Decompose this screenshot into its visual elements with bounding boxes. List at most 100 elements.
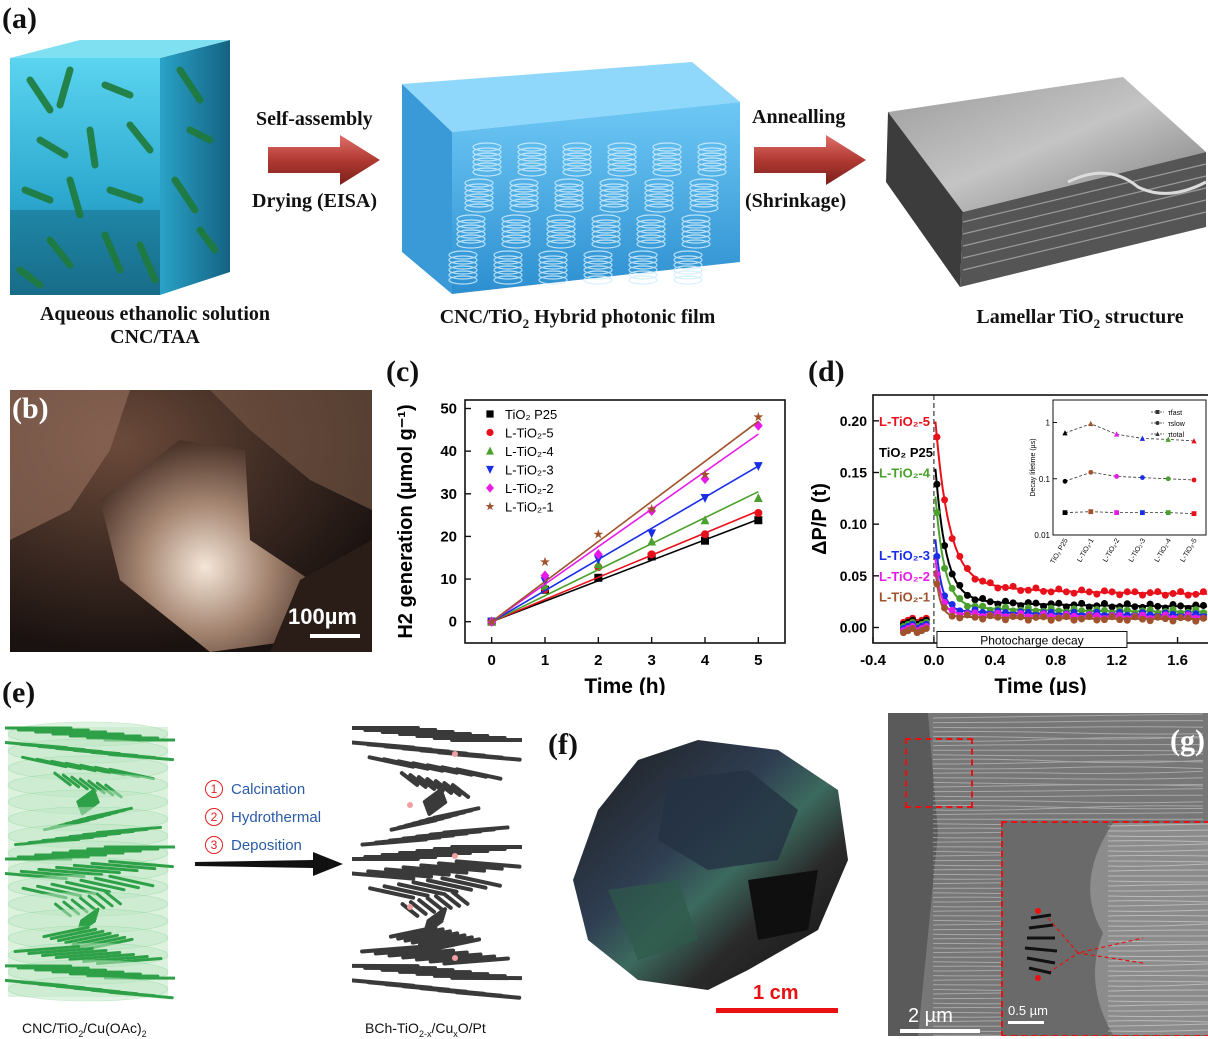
decay-point (933, 509, 940, 516)
inset-y-tick-label: 0.1 (1039, 475, 1051, 484)
sem-selection-box (905, 738, 973, 808)
y-tick-label: 0.05 (840, 568, 867, 584)
data-point (647, 529, 656, 538)
decay-point (979, 603, 986, 610)
x-tick-label: 0.0 (923, 652, 944, 669)
series-label: L-TiO₂-2 (879, 569, 930, 584)
decay-point (979, 578, 986, 585)
caption-solution: Aqueous ethanolic solution CNC/TAA (20, 303, 290, 349)
caption-lamellar-pre: Lamellar TiO (976, 306, 1093, 328)
panel-label-c: (c) (386, 355, 419, 389)
decay-point (1162, 615, 1169, 622)
decay-point (1154, 603, 1161, 610)
decay-point (1048, 617, 1055, 624)
panel-label-b: (b) (12, 392, 49, 426)
x-tick-label: 1.6 (1167, 652, 1188, 669)
y-tick-label: 0.15 (840, 465, 867, 481)
decay-point (941, 605, 948, 612)
x-tick-label: 4 (701, 652, 710, 669)
x-tick-label: 0 (487, 652, 495, 669)
decay-point (956, 614, 963, 621)
data-point (540, 557, 550, 566)
scale-bar-b-label: 100µm (288, 604, 357, 630)
process-arrow (195, 852, 345, 876)
decay-point (1055, 615, 1062, 622)
cnc-taa-solution-cube (10, 40, 240, 300)
decay-point (1025, 587, 1032, 594)
optical-micrograph: 100µm (10, 390, 372, 652)
decay-point (1010, 613, 1017, 620)
decay-point (956, 553, 963, 560)
inset-data-point (1140, 475, 1145, 480)
lamellar-tio2-structure (868, 72, 1208, 292)
decay-point (1192, 618, 1199, 625)
decay-point (1017, 587, 1024, 594)
decay-point (933, 434, 940, 441)
decay-point (979, 595, 986, 602)
fit-line (492, 519, 759, 621)
inset-data-point (1088, 509, 1093, 514)
decay-point (1002, 616, 1009, 623)
decay-point (987, 579, 994, 586)
legend-marker (486, 447, 494, 455)
inset-data-point (1114, 474, 1119, 479)
series-label: L-TiO₂-4 (879, 466, 931, 481)
caption-hybrid-film-pre: CNC/TiO (440, 306, 523, 328)
decay-point (972, 576, 979, 583)
decay-point (964, 603, 971, 610)
scale-bar-f-label: 1 cm (753, 982, 799, 1005)
decay-point (1177, 588, 1184, 595)
decay-point (1131, 603, 1138, 610)
decay-point (1101, 616, 1108, 623)
y-tick-label: 40 (440, 443, 457, 460)
inset-category-label: L-TiO₂-2 (1102, 537, 1121, 563)
inset-category-label: L-TiO₂-1 (1076, 537, 1095, 563)
decay-point (987, 598, 994, 605)
helix-ring (674, 271, 702, 279)
inset-data-point (1114, 510, 1119, 515)
helix-ring (674, 276, 702, 284)
inset-data-point (1063, 510, 1068, 515)
legend-label: L-TiO₂-1 (505, 500, 554, 515)
decay-point (1040, 613, 1047, 620)
decay-point (1086, 613, 1093, 620)
inset-y-axis-label: Decay lifetime (µs) (1030, 438, 1037, 496)
y-tick-label: 30 (440, 486, 457, 503)
decay-point (1177, 602, 1184, 609)
x-tick-label: 0.8 (1045, 652, 1066, 669)
arrow1-bottom-label: Drying (EISA) (252, 190, 377, 213)
cnc-tio2-cu-cylinder (5, 712, 175, 1012)
y-tick-label: 20 (440, 528, 457, 545)
hybrid-photonic-film-block (392, 62, 742, 297)
decay-point (1055, 600, 1062, 607)
decay-point (1032, 600, 1039, 607)
inset-legend-label: τfast (1168, 410, 1182, 417)
decay-point (1139, 592, 1146, 599)
decay-point (949, 613, 956, 620)
data-point (754, 462, 763, 471)
series-label: TiO₂ P25 (879, 445, 933, 460)
data-point (593, 529, 603, 538)
caption-hybrid-film-post: Hybrid photonic film (529, 306, 715, 328)
sem-image: 0.5 µm 2 µm (888, 713, 1208, 1036)
panel-label-g: (g) (1170, 724, 1205, 758)
decay-point (1086, 588, 1093, 595)
inset-data-point (1166, 476, 1171, 481)
decay-point (949, 585, 956, 592)
y-tick-label: 0.10 (840, 516, 867, 532)
inset-legend-label: τslow (1168, 421, 1186, 428)
decay-point (979, 616, 986, 623)
decay-point (949, 571, 956, 578)
inset-legend-label: τtotal (1168, 432, 1184, 439)
decay-point (1154, 614, 1161, 621)
decay-point (1017, 614, 1024, 621)
inset-data-point (1166, 510, 1171, 515)
inset-legend-marker (1156, 421, 1160, 425)
data-point (753, 412, 763, 421)
decay-point (1169, 590, 1176, 597)
panel-label-e: (e) (2, 676, 35, 710)
bch-tio2-cylinder (352, 712, 522, 1012)
legend-label: L-TiO₂-4 (505, 444, 554, 459)
caption-right-e-post: /Cu (431, 1020, 453, 1036)
